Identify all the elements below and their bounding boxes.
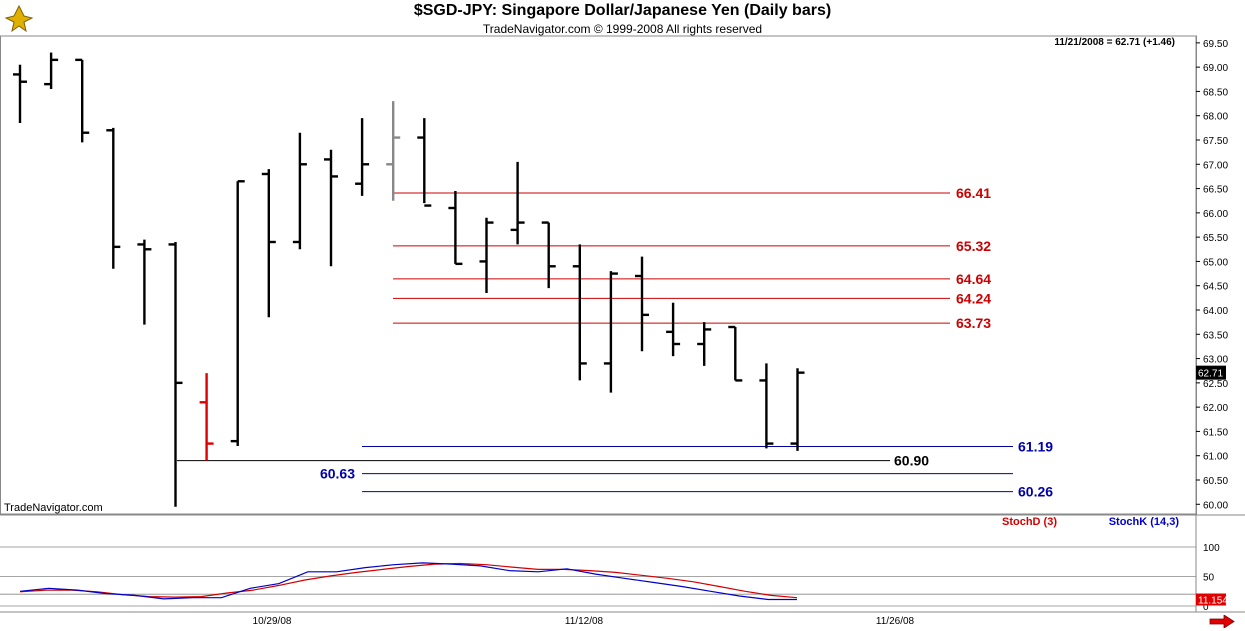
last-price-box (1196, 365, 1226, 380)
stoch-last-value-label: 11.154 (1198, 596, 1228, 607)
ohlc-bar (603, 271, 618, 393)
price-tick-label: 64.50 (1203, 282, 1228, 293)
chart-title: $SGD-JPY: Singapore Dollar/Japanese Yen … (413, 2, 832, 19)
ohlc-bar (75, 58, 90, 143)
ohlc-bar (635, 256, 649, 352)
resistance-label: 66.41 (956, 185, 991, 201)
price-tick-label: 68.50 (1203, 87, 1228, 98)
ohlc-bar (448, 191, 463, 266)
support-label: 60.90 (894, 453, 929, 469)
ohlc-bar (728, 325, 743, 382)
price-tick-label: 69.00 (1203, 63, 1228, 74)
resistance-label: 63.73 (956, 315, 991, 331)
ohlc-bar (417, 118, 432, 207)
stoch-tick-label: 50 (1203, 573, 1215, 584)
ohlc-bar (355, 118, 370, 196)
corner-logo (2, 2, 36, 34)
date-tick-label: 10/29/08 (253, 616, 292, 627)
ohlc-bar (790, 368, 805, 451)
resistance-label: 64.24 (956, 290, 991, 306)
ohlc-bar (510, 161, 525, 245)
price-tick-label: 66.00 (1203, 209, 1228, 220)
ohlc-bar (168, 242, 183, 507)
price-tick-label: 65.50 (1203, 233, 1228, 244)
support-label: 61.19 (1018, 438, 1053, 454)
watermark: TradeNavigator.com (4, 502, 103, 514)
resistance-label: 64.64 (956, 271, 991, 287)
price-tick-label: 64.00 (1203, 306, 1228, 317)
ohlc-bar (697, 322, 712, 366)
price-tick-label: 60.50 (1203, 476, 1228, 487)
ohlc-bar (261, 169, 276, 318)
price-tick-label: 62.00 (1203, 403, 1228, 414)
price-tick-label: 66.50 (1203, 185, 1228, 196)
scroll-right-icon[interactable] (1209, 615, 1235, 628)
date-tick-label: 11/26/08 (876, 616, 915, 627)
stoch-series-line (19, 562, 798, 599)
ohlc-bar (759, 363, 774, 449)
chart-subtitle: TradeNavigator.com © 1999-2008 All right… (482, 22, 763, 36)
stoch-tick-label: 100 (1203, 543, 1220, 554)
ohlc-bar (44, 52, 59, 89)
price-tick-label: 63.50 (1203, 330, 1228, 341)
last-price-label: 62.71 (1198, 369, 1223, 380)
support-label: 60.63 (320, 466, 355, 482)
price-tick-label: 61.00 (1203, 452, 1228, 463)
price-tick-label: 68.00 (1203, 112, 1228, 123)
date-tick-label: 11/12/08 (565, 616, 604, 627)
ohlc-bar (230, 180, 245, 446)
ohlc-bar (292, 132, 307, 250)
legend-stoch-d: StochD (3) (1002, 516, 1057, 528)
stoch-tick-label: 0 (1203, 602, 1209, 613)
legend-stoch-k: StochK (14,3) (1108, 516, 1179, 528)
ohlc-bar (199, 373, 214, 461)
price-tick-label: 63.00 (1203, 355, 1228, 366)
ohlc-bar (324, 149, 338, 267)
ohlc-bar (137, 239, 152, 325)
price-tick-label: 62.50 (1203, 379, 1228, 390)
support-label: 60.26 (1018, 484, 1053, 500)
price-tick-label: 65.00 (1203, 257, 1228, 268)
ohlc-bar (541, 221, 556, 289)
ohlc-bar (479, 217, 494, 293)
stoch-series-line (19, 562, 797, 601)
ohlc-bar (666, 302, 681, 357)
price-tick-label: 60.00 (1203, 500, 1228, 511)
stoch-last-value-box (1196, 593, 1226, 606)
price-tick-label: 69.50 (1203, 39, 1228, 50)
ohlc-bar (386, 101, 401, 201)
price-tick-label: 67.50 (1203, 136, 1228, 147)
price-tick-label: 67.00 (1203, 160, 1228, 171)
ohlc-bar (13, 64, 27, 123)
ohlc-bar (106, 127, 121, 269)
resistance-label: 65.32 (956, 238, 991, 254)
last-price-info: 11/21/2008 = 62.71 (+1.46) (1054, 37, 1175, 48)
price-tick-label: 61.50 (1203, 427, 1228, 438)
ohlc-bar (572, 244, 587, 381)
